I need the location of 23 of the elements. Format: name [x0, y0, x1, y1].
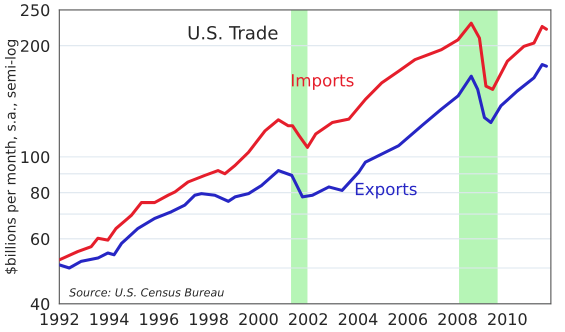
y-tick-label: 60 [31, 232, 50, 246]
x-tick-label: 1994 [90, 313, 129, 326]
line-series [59, 63, 548, 270]
x-tick-label: 1998 [190, 313, 228, 326]
x-tick-label: 2002 [289, 313, 327, 326]
y-tick-label: 250 [20, 4, 50, 16]
x-tick-label: 2006 [388, 313, 428, 326]
line-series [59, 22, 548, 262]
x-tick-label: 2004 [338, 313, 378, 326]
x-tick-label: 1992 [40, 313, 78, 326]
y-axis-title: $billions per month, s.a., semi-log [4, 40, 18, 274]
annotation: Source: U.S. Census Bureau [69, 288, 224, 297]
x-tick-label: 2008 [438, 313, 477, 326]
x-tick-label: 2000 [239, 313, 278, 326]
series-label: Exports [356, 182, 417, 199]
y-tick-label: 40 [30, 298, 50, 310]
series-label: Imports [292, 74, 354, 90]
text: U.S. Trade [188, 26, 278, 40]
y-tick-label: 200 [20, 40, 50, 52]
x-tick-label: 2010 [488, 313, 527, 326]
x-tick-label: 1996 [140, 313, 178, 326]
y-tick-label: 80 [31, 186, 50, 199]
y-tick-label: 100 [22, 151, 50, 164]
